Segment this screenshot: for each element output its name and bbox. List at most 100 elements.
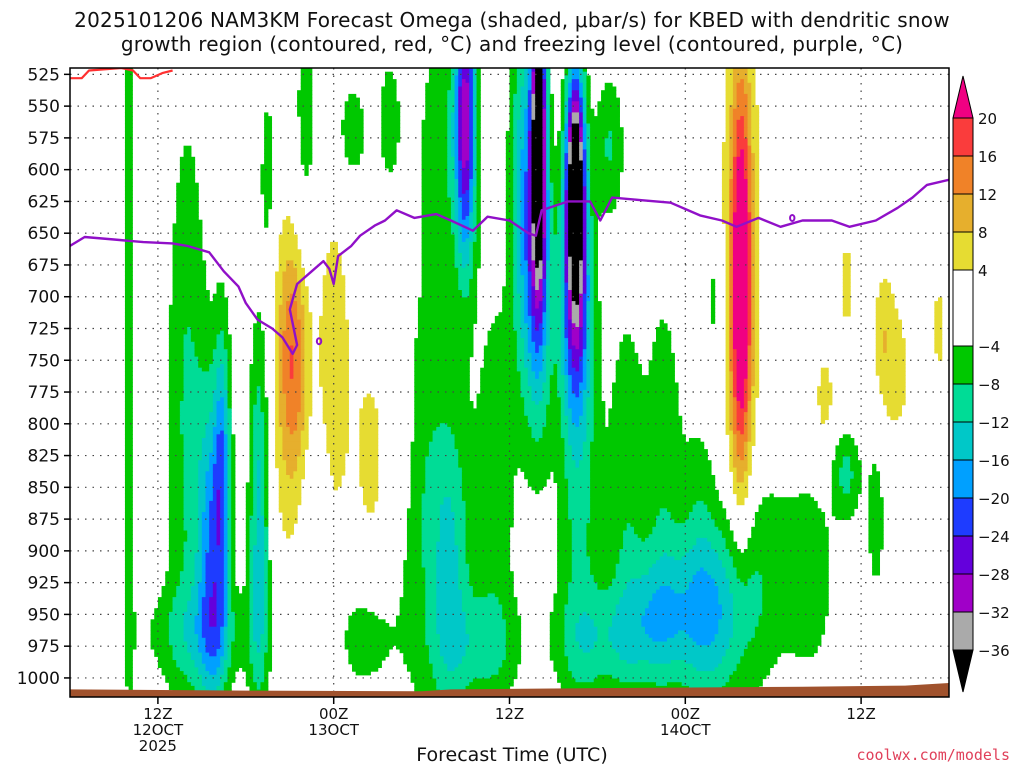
- omega-cell: [253, 441, 265, 446]
- omega-cell: [319, 323, 349, 328]
- chart-title-line-1: 2025101206 NAM3KM Forecast Omega (shaded…: [74, 8, 950, 32]
- omega-cell: [454, 90, 459, 95]
- omega-cell: [590, 508, 661, 513]
- omega-cell: [568, 130, 573, 136]
- omega-cell: [223, 519, 229, 524]
- omega-cell: [732, 301, 749, 306]
- omega-cell: [509, 105, 514, 110]
- omega-cell: [568, 497, 591, 502]
- omega-cell: [568, 193, 584, 199]
- omega-cell: [249, 582, 254, 587]
- omega-cell: [542, 216, 547, 221]
- omega-cell: [384, 82, 397, 88]
- omega-cell: [571, 541, 588, 546]
- omega-cell: [564, 97, 569, 102]
- omega-cell: [839, 471, 855, 476]
- omega-cell: [282, 515, 298, 520]
- omega-cell: [542, 386, 551, 391]
- omega-cell: [516, 193, 522, 199]
- omega-cell: [579, 319, 584, 324]
- omega-cell: [344, 116, 364, 121]
- omega-cell: [212, 397, 221, 402]
- omega-cell: [472, 245, 481, 250]
- omega-cell: [319, 382, 349, 387]
- omega-cell: [223, 438, 229, 443]
- omega-cell: [289, 293, 295, 298]
- omega-cell: [571, 419, 580, 424]
- omega-cell: [593, 356, 602, 361]
- omega-cell: [421, 526, 441, 532]
- omega-cell: [586, 119, 620, 125]
- omega-cell: [348, 160, 360, 165]
- omega-cell: [260, 408, 269, 413]
- omega-cell: [183, 463, 199, 469]
- omega-cell: [531, 138, 544, 143]
- omega-cell: [875, 341, 884, 347]
- omega-cell: [524, 123, 529, 128]
- omega-cell: [516, 153, 522, 158]
- omega-cell: [751, 175, 756, 180]
- omega-cell: [531, 290, 536, 295]
- omega-cell: [216, 489, 221, 495]
- omega-cell: [201, 438, 214, 443]
- omega-cell: [458, 571, 470, 576]
- omega-cell: [458, 179, 463, 184]
- omega-cell: [593, 419, 606, 424]
- omega-cell: [542, 167, 547, 173]
- omega-cell: [725, 267, 730, 273]
- omega-cell: [626, 526, 635, 532]
- omega-cell: [249, 460, 254, 465]
- omega-cell: [513, 216, 518, 221]
- omega-cell: [535, 234, 544, 239]
- omega-cell: [535, 79, 544, 84]
- omega-cell: [513, 204, 518, 210]
- omega-cell: [216, 526, 221, 532]
- omega-cell: [297, 460, 305, 465]
- omega-cell: [557, 130, 562, 136]
- omega-cell: [516, 204, 522, 210]
- omega-cell: [568, 127, 573, 132]
- omega-cell: [198, 467, 210, 472]
- omega-cell: [458, 219, 470, 224]
- omega-cell: [421, 545, 437, 550]
- omega-cell: [531, 304, 536, 310]
- omega-cell: [454, 190, 459, 195]
- omega-cell: [264, 127, 273, 132]
- omega-cell: [934, 345, 943, 350]
- omega-cell: [381, 108, 401, 113]
- omega-cell: [278, 423, 287, 428]
- omega-cell: [564, 334, 569, 339]
- omega-cell: [124, 253, 133, 258]
- omega-cell: [590, 460, 712, 465]
- omega-cell: [458, 197, 463, 202]
- omega-cell: [872, 467, 877, 472]
- omega-cell: [209, 515, 218, 520]
- omega-cell: [850, 489, 862, 495]
- omega-cell: [579, 90, 584, 95]
- omega-cell: [278, 500, 302, 506]
- omega-cell: [542, 293, 547, 298]
- omega-cell: [454, 201, 459, 206]
- omega-cell: [245, 578, 251, 583]
- omega-cell: [568, 589, 624, 594]
- omega-cell: [593, 367, 602, 372]
- omega-cell: [227, 434, 232, 439]
- omega-cell: [124, 463, 133, 469]
- omega-cell: [249, 574, 254, 580]
- omega-cell: [754, 282, 760, 287]
- omega-cell: [249, 586, 254, 591]
- omega-cell: [205, 589, 214, 594]
- omega-cell: [256, 397, 262, 402]
- omega-cell: [560, 93, 566, 99]
- omega-cell: [743, 386, 749, 391]
- omega-cell: [260, 489, 265, 495]
- omega-cell: [194, 574, 203, 580]
- omega-cell: [535, 282, 540, 287]
- omega-cell: [571, 271, 580, 276]
- omega-cell: [439, 534, 456, 539]
- omega-cell: [546, 360, 562, 365]
- omega-cell: [729, 212, 734, 217]
- omega-cell: [124, 508, 133, 513]
- omega-cell: [417, 312, 478, 317]
- omega-cell: [732, 282, 749, 287]
